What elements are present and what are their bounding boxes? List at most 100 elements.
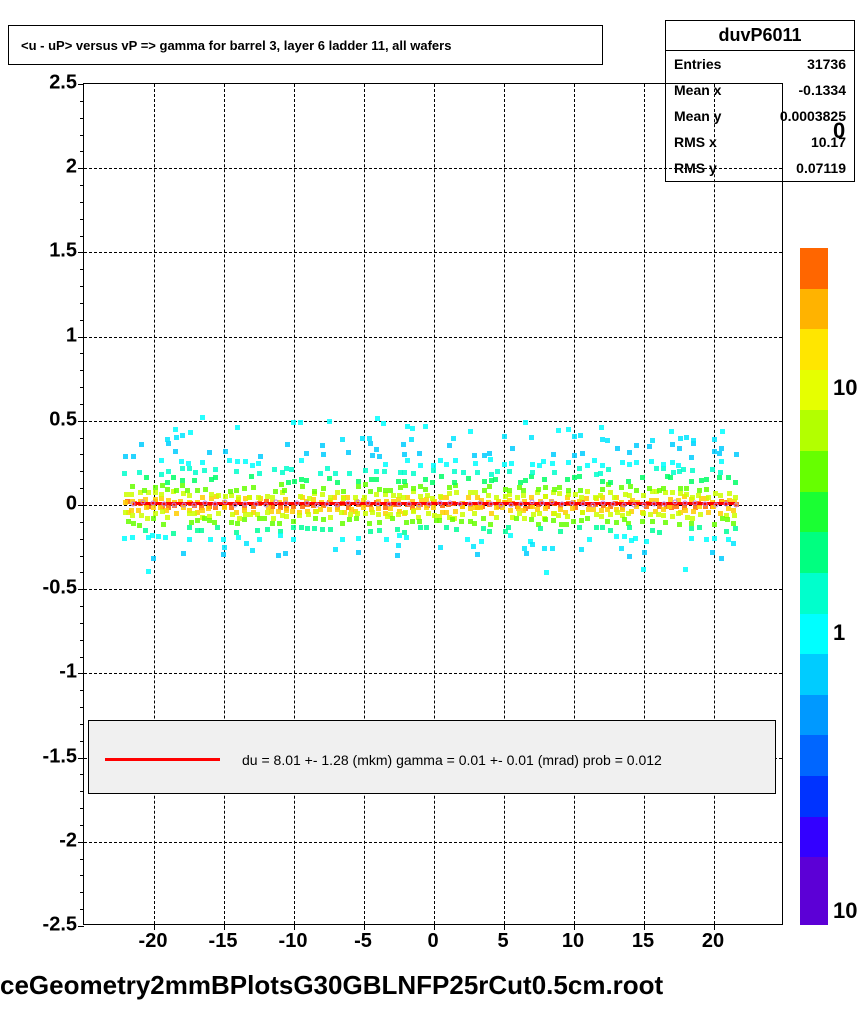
heatmap-cell — [592, 458, 597, 463]
heatmap-cell — [273, 489, 278, 494]
heatmap-cell — [670, 514, 675, 519]
heatmap-cell — [306, 512, 311, 517]
colorbar-segment — [800, 735, 828, 776]
heatmap-cell — [587, 537, 592, 542]
heatmap-cell — [356, 536, 361, 541]
heatmap-cell — [689, 536, 694, 541]
heatmap-cell — [431, 463, 436, 468]
heatmap-cell — [212, 520, 217, 525]
heatmap-cell — [208, 537, 213, 542]
heatmap-cell — [634, 488, 639, 493]
heatmap-cell — [291, 525, 296, 530]
profile-marker — [713, 503, 718, 508]
gridline-h — [84, 252, 782, 253]
heatmap-cell — [447, 443, 452, 448]
heatmap-cell — [360, 436, 365, 441]
heatmap-cell — [187, 511, 192, 516]
heatmap-cell — [318, 471, 323, 476]
y-tick-minor — [80, 690, 84, 691]
profile-marker — [509, 503, 514, 508]
heatmap-cell — [529, 435, 534, 440]
y-axis-label: 0.5 — [49, 408, 77, 431]
chart-title-box: <u - uP> versus vP => gamma for barrel 3… — [8, 25, 603, 65]
heatmap-cell — [650, 528, 655, 533]
profile-marker — [151, 500, 156, 505]
heatmap-cell — [605, 438, 610, 443]
heatmap-cell — [615, 446, 620, 451]
heatmap-cell — [411, 471, 416, 476]
heatmap-cell — [290, 509, 295, 514]
heatmap-cell — [222, 505, 227, 510]
colorbar-segment — [800, 654, 828, 695]
heatmap-cell — [731, 541, 736, 546]
heatmap-cell — [265, 510, 270, 515]
colorbar-segment — [800, 370, 828, 411]
heatmap-cell — [126, 519, 131, 524]
heatmap-cell — [671, 470, 676, 475]
heatmap-cell — [472, 521, 477, 526]
heatmap-cell — [608, 512, 613, 517]
heatmap-cell — [734, 452, 739, 457]
heatmap-cell — [144, 475, 149, 480]
heatmap-cell — [228, 489, 233, 494]
heatmap-cell — [142, 488, 147, 493]
heatmap-cell — [471, 544, 476, 549]
heatmap-cell — [580, 451, 585, 456]
heatmap-cell — [418, 484, 423, 489]
heatmap-cell — [396, 479, 401, 484]
heatmap-cell — [411, 509, 416, 514]
heatmap-cell — [566, 427, 571, 432]
heatmap-cell — [452, 469, 457, 474]
y-tick — [78, 84, 84, 85]
profile-marker — [243, 502, 248, 507]
heatmap-cell — [229, 520, 234, 525]
heatmap-cell — [284, 508, 289, 513]
heatmap-cell — [284, 466, 289, 471]
heatmap-cell — [171, 531, 176, 536]
heatmap-cell — [328, 495, 333, 500]
heatmap-cell — [262, 516, 267, 521]
heatmap-cell — [304, 451, 309, 456]
y-tick-minor — [80, 825, 84, 826]
profile-marker — [284, 501, 289, 506]
heatmap-cell — [345, 495, 350, 500]
heatmap-cell — [530, 504, 535, 509]
heatmap-cell — [619, 546, 624, 551]
heatmap-cell — [375, 416, 380, 421]
heatmap-cell — [691, 438, 696, 443]
heatmap-cell — [423, 477, 428, 482]
heatmap-cell — [363, 511, 368, 516]
heatmap-cell — [444, 495, 449, 500]
heatmap-cell — [131, 521, 136, 526]
profile-marker — [488, 502, 493, 507]
heatmap-cell — [710, 550, 715, 555]
heatmap-cell — [235, 459, 240, 464]
y-tick-minor — [80, 774, 84, 775]
heatmap-cell — [726, 475, 731, 480]
profile-marker — [192, 503, 197, 508]
profile-marker — [468, 501, 473, 506]
heatmap-cell — [174, 511, 179, 516]
heatmap-cell — [423, 424, 428, 429]
profile-marker — [672, 500, 677, 505]
heatmap-cell — [514, 516, 519, 521]
heatmap-cell — [377, 454, 382, 459]
heatmap-cell — [417, 519, 422, 524]
heatmap-cell — [683, 508, 688, 513]
heatmap-cell — [320, 527, 325, 532]
heatmap-cell — [641, 567, 646, 572]
heatmap-cell — [466, 495, 471, 500]
heatmap-cell — [299, 525, 304, 530]
heatmap-cell — [368, 489, 373, 494]
heatmap-cell — [556, 428, 561, 433]
heatmap-cell — [223, 449, 228, 454]
heatmap-cell — [508, 508, 513, 513]
heatmap-cell — [712, 437, 717, 442]
colorbar-label: 0 — [833, 118, 845, 144]
heatmap-cell — [248, 512, 253, 517]
heatmap-cell — [656, 512, 661, 517]
heatmap-cell — [216, 511, 221, 516]
profile-marker — [611, 502, 616, 507]
heatmap-cell — [277, 521, 282, 526]
heatmap-cell — [159, 458, 164, 463]
